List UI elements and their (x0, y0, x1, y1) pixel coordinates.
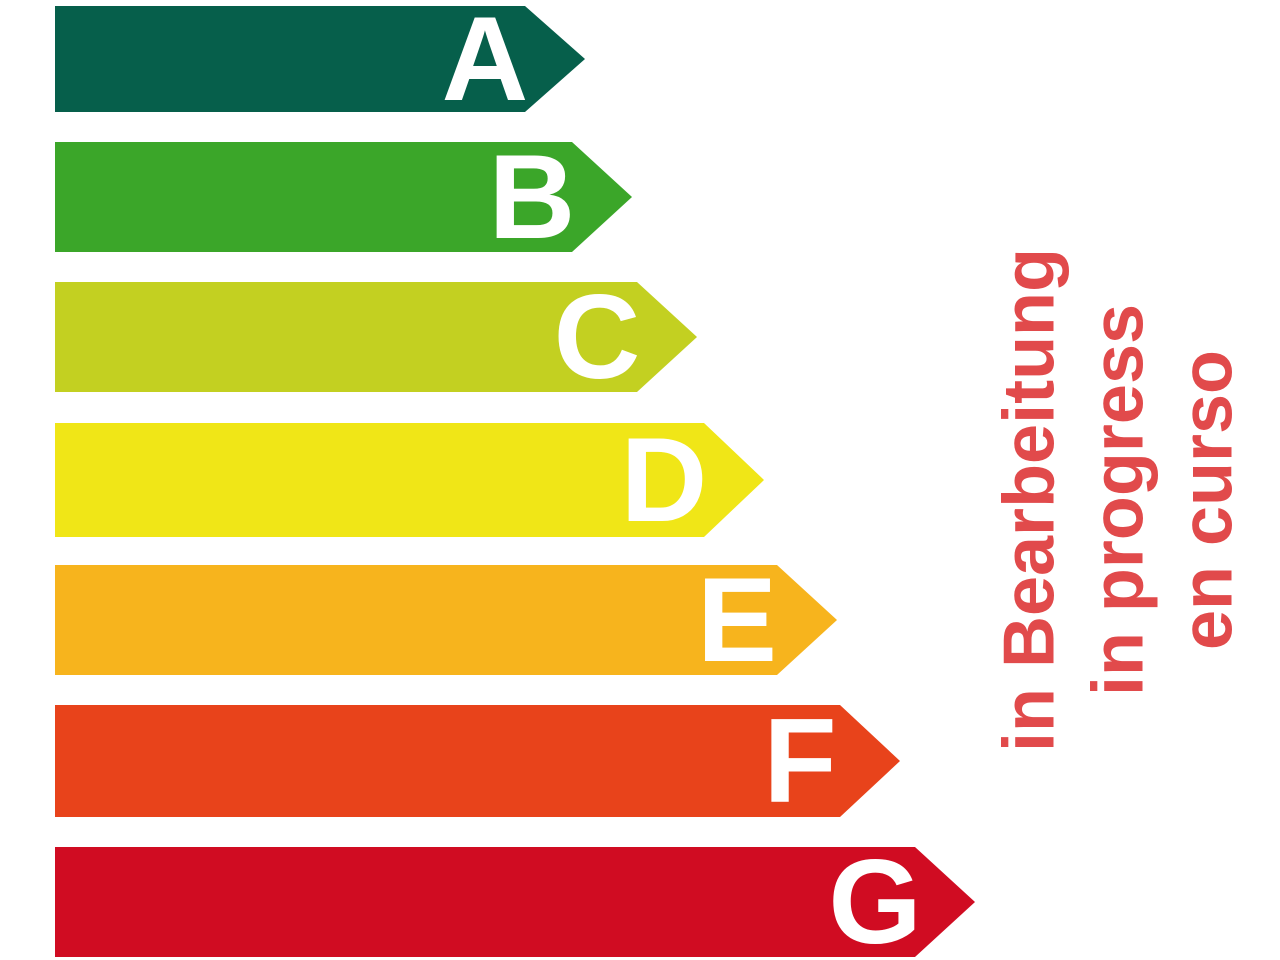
rating-letter-b: B (488, 130, 576, 264)
rating-arrow-e: E (55, 565, 837, 675)
rating-letter-e: E (696, 553, 778, 687)
status-watermark: in Bearbeitung in progress en curso (986, 248, 1253, 752)
status-text-en: in progress (1078, 303, 1159, 697)
rating-letter-a: A (441, 0, 529, 126)
rating-arrow-b: B (55, 142, 632, 252)
rating-arrow-a: A (55, 6, 585, 112)
rating-arrow-c: C (55, 282, 697, 392)
rating-letter-f: F (763, 694, 837, 828)
status-text-es: en curso (1167, 349, 1248, 651)
rating-arrow-f: F (55, 705, 900, 817)
rating-letter-g: G (828, 835, 922, 960)
status-text-de: in Bearbeitung (989, 247, 1070, 753)
rating-letter-d: D (620, 413, 708, 547)
rating-arrow-d: D (55, 423, 764, 537)
rating-letter-c: C (553, 270, 641, 404)
rating-arrow-g: G (55, 847, 975, 957)
